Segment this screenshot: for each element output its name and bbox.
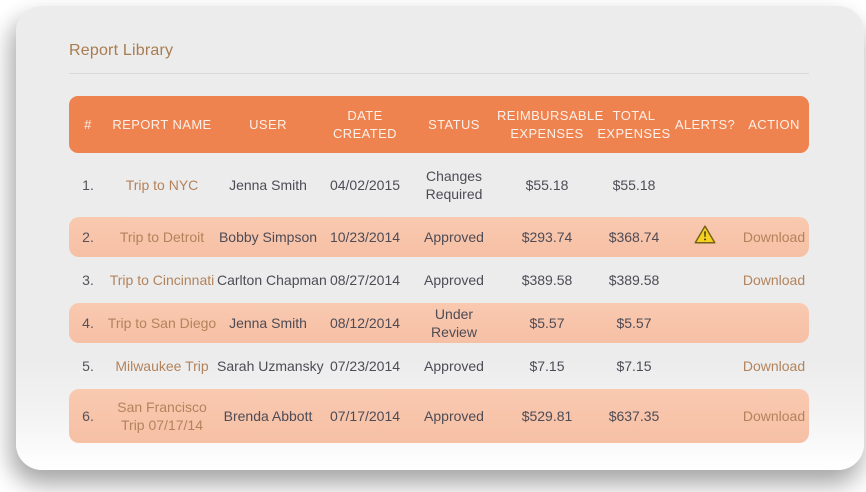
table-row: 5. Milwaukee Trip Sarah Uzmansky 07/23/2… — [69, 346, 809, 386]
date-created-cell: 10/23/2014 — [329, 228, 401, 245]
table-row: 4. Trip to San Diego Jenna Smith 08/12/2… — [69, 303, 809, 343]
row-number: 5. — [82, 357, 94, 374]
warning-triangle-icon[interactable] — [694, 225, 716, 244]
alerts-cell — [671, 321, 739, 325]
status-cell: Approved — [424, 271, 484, 288]
column-header-reimbursable: REIMBURSABLE EXPENSES — [497, 107, 604, 141]
download-link[interactable]: Download — [742, 357, 806, 374]
total-expenses-cell: $389.58 — [608, 271, 660, 288]
report-name-link[interactable]: San Francisco Trip 07/17/14 — [117, 398, 207, 433]
column-header-report-name: REPORT NAME — [112, 116, 212, 132]
report-name-link[interactable]: Trip to Cincinnati — [109, 271, 215, 288]
total-expenses-cell: $637.35 — [608, 407, 660, 424]
table-header-row: # REPORT NAME USER DATE CREATED STATUS R… — [69, 96, 809, 153]
row-number: 6. — [82, 407, 94, 424]
date-created-cell: 07/17/2014 — [329, 407, 401, 424]
title-divider — [69, 73, 809, 74]
table-row: 2. Trip to Detroit Bobby Simpson 10/23/2… — [69, 217, 809, 257]
table-row: 6. San Francisco Trip 07/17/14 Brenda Ab… — [69, 389, 809, 443]
column-header-alerts: ALERTS? — [674, 116, 736, 132]
alerts-cell — [671, 223, 739, 250]
status-cell: Changes Required — [425, 167, 483, 202]
column-header-user: USER — [249, 116, 287, 132]
column-header-total: TOTAL EXPENSES — [597, 107, 671, 141]
page-title: Report Library — [69, 42, 174, 59]
download-link[interactable]: Download — [742, 407, 806, 424]
status-cell: Under Review — [431, 306, 477, 341]
row-number: 4. — [82, 315, 94, 332]
status-cell: Approved — [424, 407, 484, 424]
total-expenses-cell: $5.57 — [616, 315, 652, 332]
report-name-link[interactable]: Trip to Detroit — [119, 228, 205, 245]
report-name-link[interactable]: Trip to NYC — [125, 176, 199, 193]
alerts-cell — [671, 183, 739, 187]
action-cell — [739, 321, 809, 325]
row-number: 1. — [82, 176, 94, 193]
date-created-cell: 07/23/2014 — [329, 357, 401, 374]
total-expenses-cell: $55.18 — [612, 176, 656, 193]
alerts-cell — [671, 414, 739, 418]
alerts-cell — [671, 364, 739, 368]
user-cell: Jenna Smith — [229, 176, 307, 193]
user-cell: Carlton Chapman — [217, 271, 327, 288]
column-header-status: STATUS — [428, 116, 480, 132]
user-cell: Bobby Simpson — [218, 228, 318, 245]
reimbursable-expenses-cell: $5.57 — [529, 315, 565, 332]
user-cell: Sarah Uzmansky — [217, 357, 324, 374]
date-created-cell: 08/12/2014 — [329, 315, 401, 332]
status-cell: Approved — [424, 357, 484, 374]
total-expenses-cell: $7.15 — [616, 357, 652, 374]
date-created-cell: 08/27/2014 — [329, 271, 401, 288]
action-cell — [739, 183, 809, 187]
status-cell: Approved — [424, 228, 484, 245]
table-row: 1. Trip to NYC Jenna Smith 04/02/2015 Ch… — [69, 153, 809, 217]
report-library-card: Report Library # REPORT NAME USER DATE C… — [16, 6, 864, 470]
reimbursable-expenses-cell: $7.15 — [529, 357, 565, 374]
reimbursable-expenses-cell: $55.18 — [525, 176, 569, 193]
alerts-cell — [671, 278, 739, 282]
row-number: 3. — [82, 271, 94, 288]
date-created-cell: 04/02/2015 — [329, 176, 401, 193]
reimbursable-expenses-cell: $389.58 — [521, 271, 573, 288]
reimbursable-expenses-cell: $529.81 — [521, 407, 573, 424]
reimbursable-expenses-cell: $293.74 — [521, 228, 573, 245]
user-cell: Jenna Smith — [229, 315, 307, 332]
download-link[interactable]: Download — [742, 271, 806, 288]
column-header-action: ACTION — [748, 116, 800, 132]
column-header-date-created: DATE CREATED — [333, 107, 397, 141]
row-number: 2. — [82, 228, 94, 245]
report-name-link[interactable]: Trip to San Diego — [107, 315, 217, 332]
download-link[interactable]: Download — [742, 228, 806, 245]
report-name-link[interactable]: Milwaukee Trip — [115, 357, 209, 374]
table-row: 3. Trip to Cincinnati Carlton Chapman 08… — [69, 260, 809, 300]
column-header-num: # — [84, 116, 92, 132]
total-expenses-cell: $368.74 — [608, 228, 660, 245]
user-cell: Brenda Abbott — [223, 407, 313, 424]
